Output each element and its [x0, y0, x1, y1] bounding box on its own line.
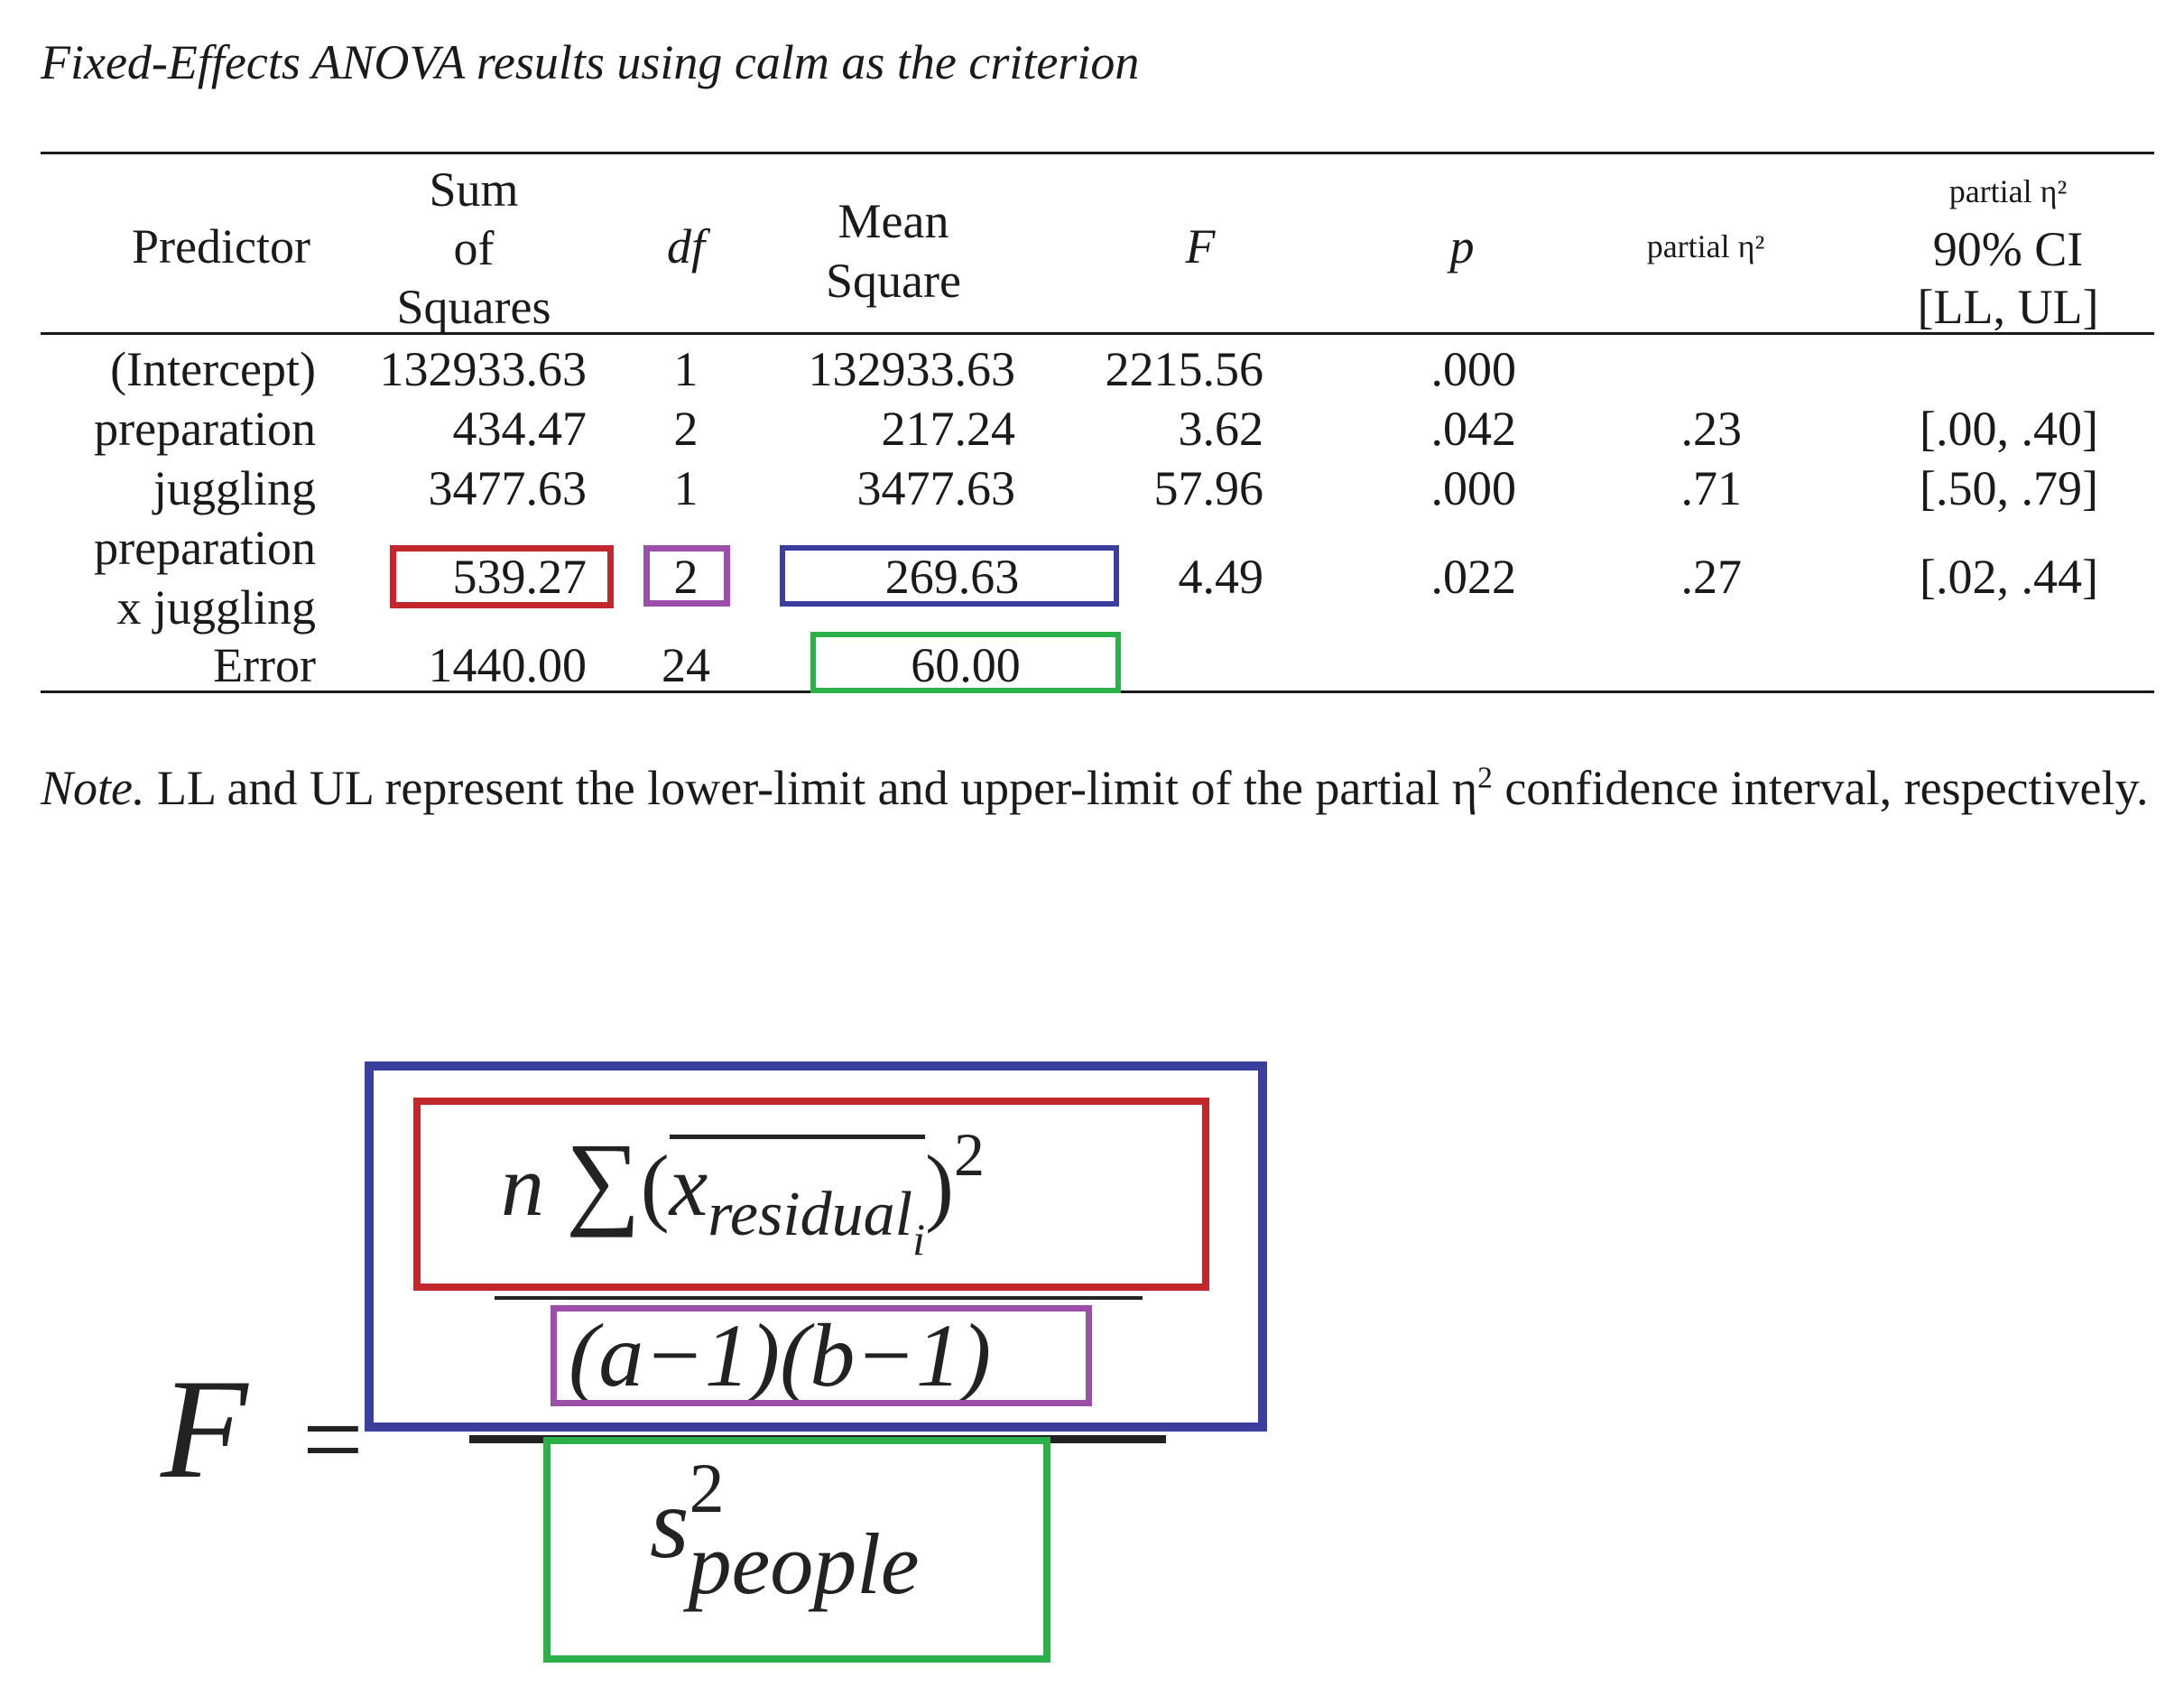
header-predictor: Predictor	[132, 219, 310, 273]
header-ms-line-2: Square	[826, 254, 961, 308]
formula-open-paren: (	[640, 1137, 670, 1234]
cell-ms: 3477.63	[856, 461, 1016, 515]
top-rule	[41, 152, 2154, 154]
header-mean-square: Mean Square	[776, 191, 1011, 310]
header-ms-line-1: Mean	[838, 194, 949, 248]
formula-s: s	[650, 1468, 689, 1580]
header-ci-line-2: 90% CI	[1932, 222, 2084, 276]
formula-box-blue	[365, 1061, 1267, 1432]
header-partial-eta: partial η²	[1606, 217, 1805, 265]
header-eta-text: partial η²	[1646, 228, 1765, 264]
numerator-top: n ∑(xresiduali)2	[501, 1124, 985, 1262]
cell-p: .000	[1430, 461, 1517, 515]
formula-power-2: 2	[954, 1120, 986, 1189]
cell-ci: [.50, .79]	[1920, 461, 2098, 515]
formula-sub-i: i	[912, 1214, 926, 1265]
header-f: F	[1185, 219, 1216, 273]
header-ss-line-2: of	[453, 221, 495, 275]
highlight-box-purple-df	[643, 545, 730, 607]
note-label: Note.	[41, 761, 145, 815]
formula-s-sub-people: people	[688, 1515, 920, 1612]
cell-df: 24	[662, 638, 710, 692]
note-sup: 2	[1477, 761, 1493, 795]
highlight-box-green-error-ms	[810, 632, 1121, 693]
header-sum-of-squares: Sum of Squares	[361, 161, 587, 337]
cell-f: 4.49	[1178, 550, 1264, 604]
cell-ss: 3477.63	[428, 461, 588, 515]
cell-eta: .27	[1680, 550, 1743, 604]
cell-df: 1	[673, 342, 699, 396]
header-ss-line-1: Sum	[429, 162, 519, 217]
formula-sub-residual: residual	[708, 1180, 913, 1249]
cell-ms-highlighted: 60.00	[911, 638, 1021, 692]
denominator: s2people	[650, 1453, 955, 1608]
cell-ss-highlighted: 539.27	[452, 550, 588, 604]
cell-predictor: juggling	[153, 461, 316, 515]
formula-sum: ∑	[566, 1123, 641, 1238]
cell-p: .000	[1430, 342, 1517, 396]
formula-n: n	[501, 1137, 544, 1234]
formula-equals: =	[302, 1379, 364, 1499]
cell-predictor: Error	[213, 638, 316, 692]
cell-p: .022	[1430, 550, 1517, 604]
cell-predictor: (Intercept)	[110, 342, 316, 396]
header-p: p	[1449, 219, 1475, 273]
cell-predictor-line-2: x juggling	[116, 580, 316, 635]
note-text-after: confidence interval, respectively.	[1492, 761, 2149, 815]
highlight-box-blue-ms	[780, 545, 1119, 607]
formula-s-power: 2	[689, 1449, 725, 1527]
cell-ms: 132933.63	[808, 342, 1016, 396]
cell-p: .042	[1430, 402, 1517, 456]
table-title: Fixed-Effects ANOVA results using calm a…	[41, 35, 1140, 89]
header-ss-line-3: Squares	[396, 280, 551, 334]
formula-lhs: F	[161, 1350, 248, 1508]
cell-ss: 434.47	[452, 402, 588, 456]
note-text-before: LL and UL represent the lower-limit and …	[144, 761, 1478, 815]
cell-predictor: preparation	[94, 402, 316, 456]
formula-x: x	[669, 1137, 708, 1234]
cell-f: 57.96	[1153, 461, 1264, 515]
formula-box-green	[543, 1437, 1050, 1663]
highlight-box-red-ss	[390, 545, 614, 608]
cell-eta: .23	[1680, 402, 1743, 456]
header-ci: partial η² 90% CI [LL, UL]	[1877, 162, 2139, 336]
header-ci-line-1: partial η²	[1948, 173, 2068, 209]
cell-df: 1	[673, 461, 699, 515]
cell-ci: [.00, .40]	[1920, 402, 2098, 456]
header-ci-line-3: [LL, UL]	[1917, 280, 2099, 334]
cell-eta: .71	[1680, 461, 1743, 515]
cell-predictor-line-1: preparation	[94, 521, 316, 575]
inner-fraction-bar	[495, 1296, 1143, 1300]
cell-f: 3.62	[1178, 402, 1264, 456]
header-rule	[41, 332, 2154, 335]
formula-xbar: xresiduali	[669, 1135, 926, 1262]
cell-ss: 132933.63	[379, 342, 588, 396]
table-note: Note. LL and UL represent the lower-limi…	[41, 758, 2152, 818]
formula-close-paren: )	[925, 1137, 955, 1234]
cell-ci: [.02, .44]	[1920, 550, 2098, 604]
formula-box-red	[413, 1098, 1209, 1291]
header-df: df	[666, 219, 705, 273]
formula-box-purple	[551, 1305, 1092, 1406]
cell-df-highlighted: 2	[673, 550, 699, 604]
cell-ms: 217.24	[881, 402, 1016, 456]
cell-f: 2215.56	[1105, 342, 1264, 396]
numerator-bottom: (a−1)(b−1)	[569, 1305, 992, 1405]
cell-df: 2	[673, 402, 699, 456]
cell-ms-highlighted: 269.63	[884, 550, 1020, 604]
cell-ss: 1440.00	[428, 638, 588, 692]
